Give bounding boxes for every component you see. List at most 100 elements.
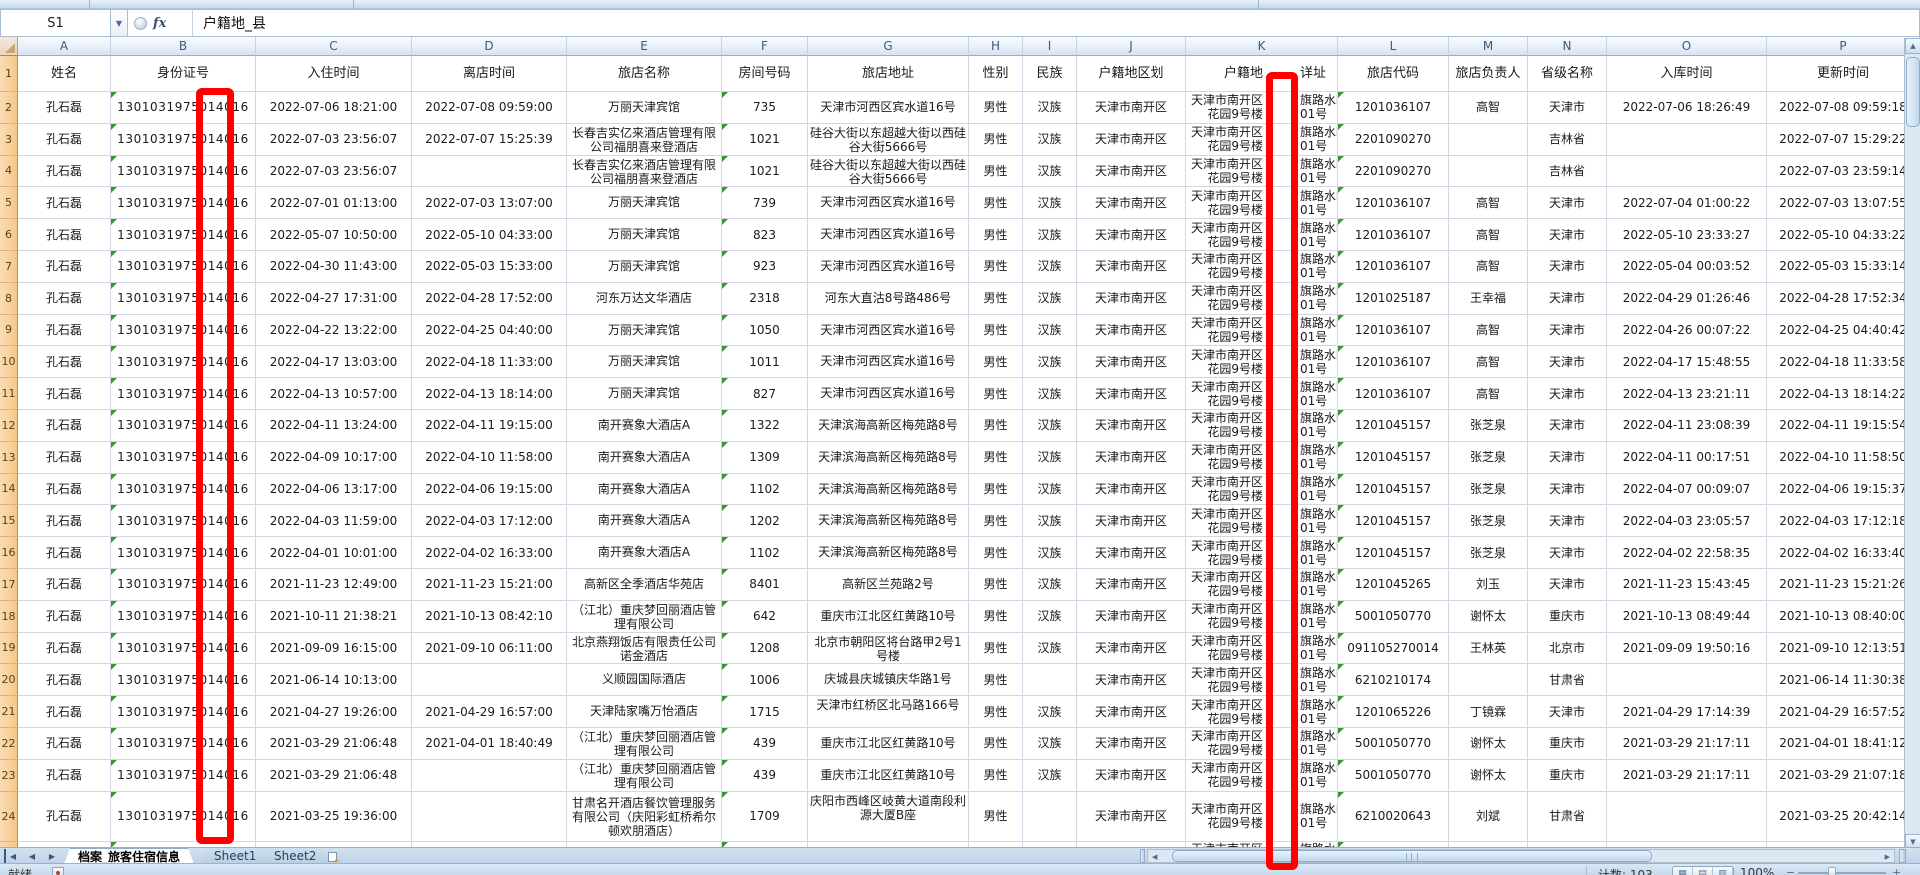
cell-e7[interactable]: 万丽天津宾馆 [567, 250, 722, 283]
cell-m10[interactable]: 高智 [1449, 346, 1528, 379]
cell-e4[interactable]: 长春吉实亿来酒店管理有限公司福朋喜来登酒店 [567, 155, 722, 188]
cell-h17[interactable]: 男性 [969, 568, 1023, 601]
cell-d4[interactable] [412, 155, 567, 188]
cell-h12[interactable]: 男性 [969, 409, 1023, 442]
cell-a3[interactable]: 孔石磊 [18, 123, 111, 156]
cell-h8[interactable]: 男性 [969, 282, 1023, 315]
column-header-o[interactable]: O [1607, 37, 1767, 56]
cell-j8[interactable]: 天津市南开区 [1077, 282, 1186, 315]
cell-c19[interactable]: 2021-09-09 16:15:00 [256, 632, 412, 665]
column-header-a[interactable]: A [18, 37, 111, 56]
cell-a9[interactable]: 孔石磊 [18, 314, 111, 347]
cell-e22[interactable]: （江北）重庆梦回丽酒店管理有限公司 [567, 727, 722, 760]
cell-b7[interactable]: 1301031975014016 [111, 250, 256, 283]
row-header-10[interactable]: 10 [0, 346, 18, 379]
cell-i24[interactable] [1023, 791, 1077, 842]
cell-k4[interactable]: 天津市南开区 旗路水畔花园9号楼 01号 [1186, 155, 1338, 188]
cell-o8[interactable]: 2022-04-29 01:26:46 [1607, 282, 1767, 315]
cell-a8[interactable]: 孔石磊 [18, 282, 111, 315]
cell-k17[interactable]: 天津市南开区 旗路水畔花园9号楼 01号 [1186, 568, 1338, 601]
cell-k18[interactable]: 天津市南开区 旗路水畔花园9号楼 01号 [1186, 600, 1338, 633]
cell-i22[interactable]: 汉族 [1023, 727, 1077, 760]
cell-g11[interactable]: 天津市河西区宾水道16号 [808, 378, 969, 410]
cell-b11[interactable]: 1301031975014016 [111, 378, 256, 410]
cell-e12[interactable]: 南开赛象大酒店A [567, 409, 722, 442]
cell-a21[interactable]: 孔石磊 [18, 696, 111, 728]
cell-k12[interactable]: 天津市南开区 旗路水畔花园9号楼 01号 [1186, 409, 1338, 442]
cell-f15[interactable]: 1202 [722, 505, 808, 538]
cell-i19[interactable]: 汉族 [1023, 632, 1077, 665]
cell-d13[interactable]: 2022-04-10 11:58:00 [412, 441, 567, 474]
cell-g3[interactable]: 硅谷大街以东超越大街以西硅谷大街5666号 [808, 123, 969, 156]
cell-n2[interactable]: 天津市 [1528, 92, 1607, 124]
cell-b4[interactable]: 1301031975014016 [111, 155, 256, 188]
page-break-view-icon[interactable]: ▥ [1713, 867, 1733, 875]
cell-o17[interactable]: 2021-11-23 15:43:45 [1607, 568, 1767, 601]
cell-j15[interactable]: 天津市南开区 [1077, 505, 1186, 538]
cell-l19[interactable]: 091105270014 [1338, 632, 1449, 665]
cell-c17[interactable]: 2021-11-23 12:49:00 [256, 568, 412, 601]
cell-g23[interactable]: 重庆市江北区红黄路10号 [808, 759, 969, 792]
cell-n15[interactable]: 天津市 [1528, 505, 1607, 538]
cell-m18[interactable]: 谢怀太 [1449, 600, 1528, 633]
cell-j6[interactable]: 天津市南开区 [1077, 219, 1186, 251]
cell-o19[interactable]: 2021-09-09 19:50:16 [1607, 632, 1767, 665]
cell-h7[interactable]: 男性 [969, 250, 1023, 283]
cell-e10[interactable]: 万丽天津宾馆 [567, 346, 722, 379]
vertical-scroll-thumb[interactable] [1906, 57, 1920, 127]
cell-d10[interactable]: 2022-04-18 11:33:00 [412, 346, 567, 379]
cell-o10[interactable]: 2022-04-17 15:48:55 [1607, 346, 1767, 379]
row-header-15[interactable]: 15 [0, 505, 18, 538]
column-header-n[interactable]: N [1528, 37, 1607, 56]
cell-b12[interactable]: 1301031975014016 [111, 409, 256, 442]
cell-f23[interactable]: 439 [722, 759, 808, 792]
cell-n11[interactable]: 天津市 [1528, 378, 1607, 410]
scrollbar-end-splitter[interactable] [1899, 849, 1906, 863]
name-box-dropdown-icon[interactable]: ▼ [110, 9, 128, 37]
cell-m6[interactable]: 高智 [1449, 219, 1528, 251]
cell-f8[interactable]: 2318 [722, 282, 808, 315]
cell-e24[interactable]: 甘肃名开酒店餐饮管理服务有限公司（庆阳彩虹桥希尔顿欢朋酒店） [567, 791, 722, 842]
cell-d24[interactable] [412, 791, 567, 842]
cell-d14[interactable]: 2022-04-06 19:15:00 [412, 473, 567, 506]
cell-o23[interactable]: 2021-03-29 21:17:11 [1607, 759, 1767, 792]
cell-i16[interactable]: 汉族 [1023, 537, 1077, 569]
cell-j17[interactable]: 天津市南开区 [1077, 568, 1186, 601]
cell-k19[interactable]: 天津市南开区 旗路水畔花园9号楼 01号 [1186, 632, 1338, 665]
cell-m17[interactable]: 刘玉 [1449, 568, 1528, 601]
cell-o11[interactable]: 2022-04-13 23:21:11 [1607, 378, 1767, 410]
sheet-tab-2[interactable]: Sheet2 [260, 848, 330, 864]
cell-h4[interactable]: 男性 [969, 155, 1023, 188]
row-header-6[interactable]: 6 [0, 219, 18, 251]
cell-o3[interactable] [1607, 123, 1767, 156]
cell-m8[interactable]: 王幸福 [1449, 282, 1528, 315]
cell-p16[interactable]: 2022-04-02 16:33:40 [1767, 537, 1920, 569]
cell-o15[interactable]: 2022-04-03 23:05:57 [1607, 505, 1767, 538]
row-header-16[interactable]: 16 [0, 537, 18, 569]
cell-a24[interactable]: 孔石磊 [18, 791, 111, 842]
cell-l22[interactable]: 5001050770 [1338, 727, 1449, 760]
column-header-e[interactable]: E [567, 37, 722, 56]
cell-b8[interactable]: 1301031975014016 [111, 282, 256, 315]
cell-b19[interactable]: 1301031975014016 [111, 632, 256, 665]
row-header-4[interactable]: 4 [0, 155, 18, 188]
cell-c3[interactable]: 2022-07-03 23:56:07 [256, 123, 412, 156]
cell-e14[interactable]: 南开赛象大酒店A [567, 473, 722, 506]
zoom-out-icon[interactable]: − [1786, 866, 1796, 875]
cell-h18[interactable]: 男性 [969, 600, 1023, 633]
cell-f14[interactable]: 1102 [722, 473, 808, 506]
cell-g22[interactable]: 重庆市江北区红黄路10号 [808, 727, 969, 760]
cell-o6[interactable]: 2022-05-10 23:33:27 [1607, 219, 1767, 251]
cell-a7[interactable]: 孔石磊 [18, 250, 111, 283]
cell-f24[interactable]: 1709 [722, 791, 808, 842]
cell-header-e[interactable]: 旅店名称 [567, 56, 722, 92]
cell-d16[interactable]: 2022-04-02 16:33:00 [412, 537, 567, 569]
cell-p12[interactable]: 2022-04-11 19:15:54 [1767, 409, 1920, 442]
cell-h16[interactable]: 男性 [969, 537, 1023, 569]
cell-g12[interactable]: 天津滨海高新区梅苑路8号 [808, 409, 969, 442]
cell-d6[interactable]: 2022-05-10 04:33:00 [412, 219, 567, 251]
cell-header-p[interactable]: 更新时间 [1767, 56, 1920, 92]
cell-l16[interactable]: 1201045157 [1338, 537, 1449, 569]
cell-n24[interactable]: 甘肃省 [1528, 791, 1607, 842]
cell-p2[interactable]: 2022-07-08 09:59:18 [1767, 92, 1920, 124]
